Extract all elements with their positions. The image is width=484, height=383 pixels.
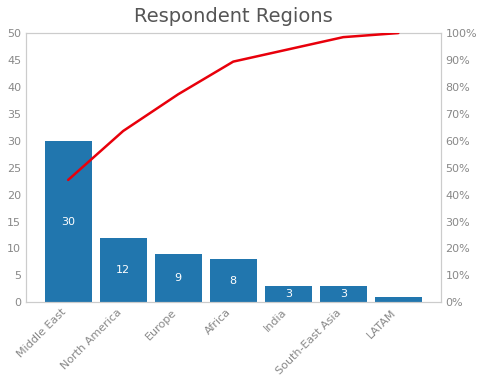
Text: 9: 9 (175, 273, 182, 283)
Bar (155, 254, 202, 302)
Title: Respondent Regions: Respondent Regions (134, 7, 333, 26)
Bar (375, 297, 422, 302)
Bar (100, 238, 147, 302)
Text: 8: 8 (230, 276, 237, 286)
Bar (320, 286, 367, 302)
Bar (45, 141, 91, 302)
Bar (210, 259, 257, 302)
Bar (265, 286, 312, 302)
Text: 12: 12 (116, 265, 130, 275)
Text: 30: 30 (61, 216, 75, 227)
Text: 1: 1 (395, 285, 402, 295)
Text: 3: 3 (285, 289, 292, 299)
Text: 3: 3 (340, 289, 347, 299)
